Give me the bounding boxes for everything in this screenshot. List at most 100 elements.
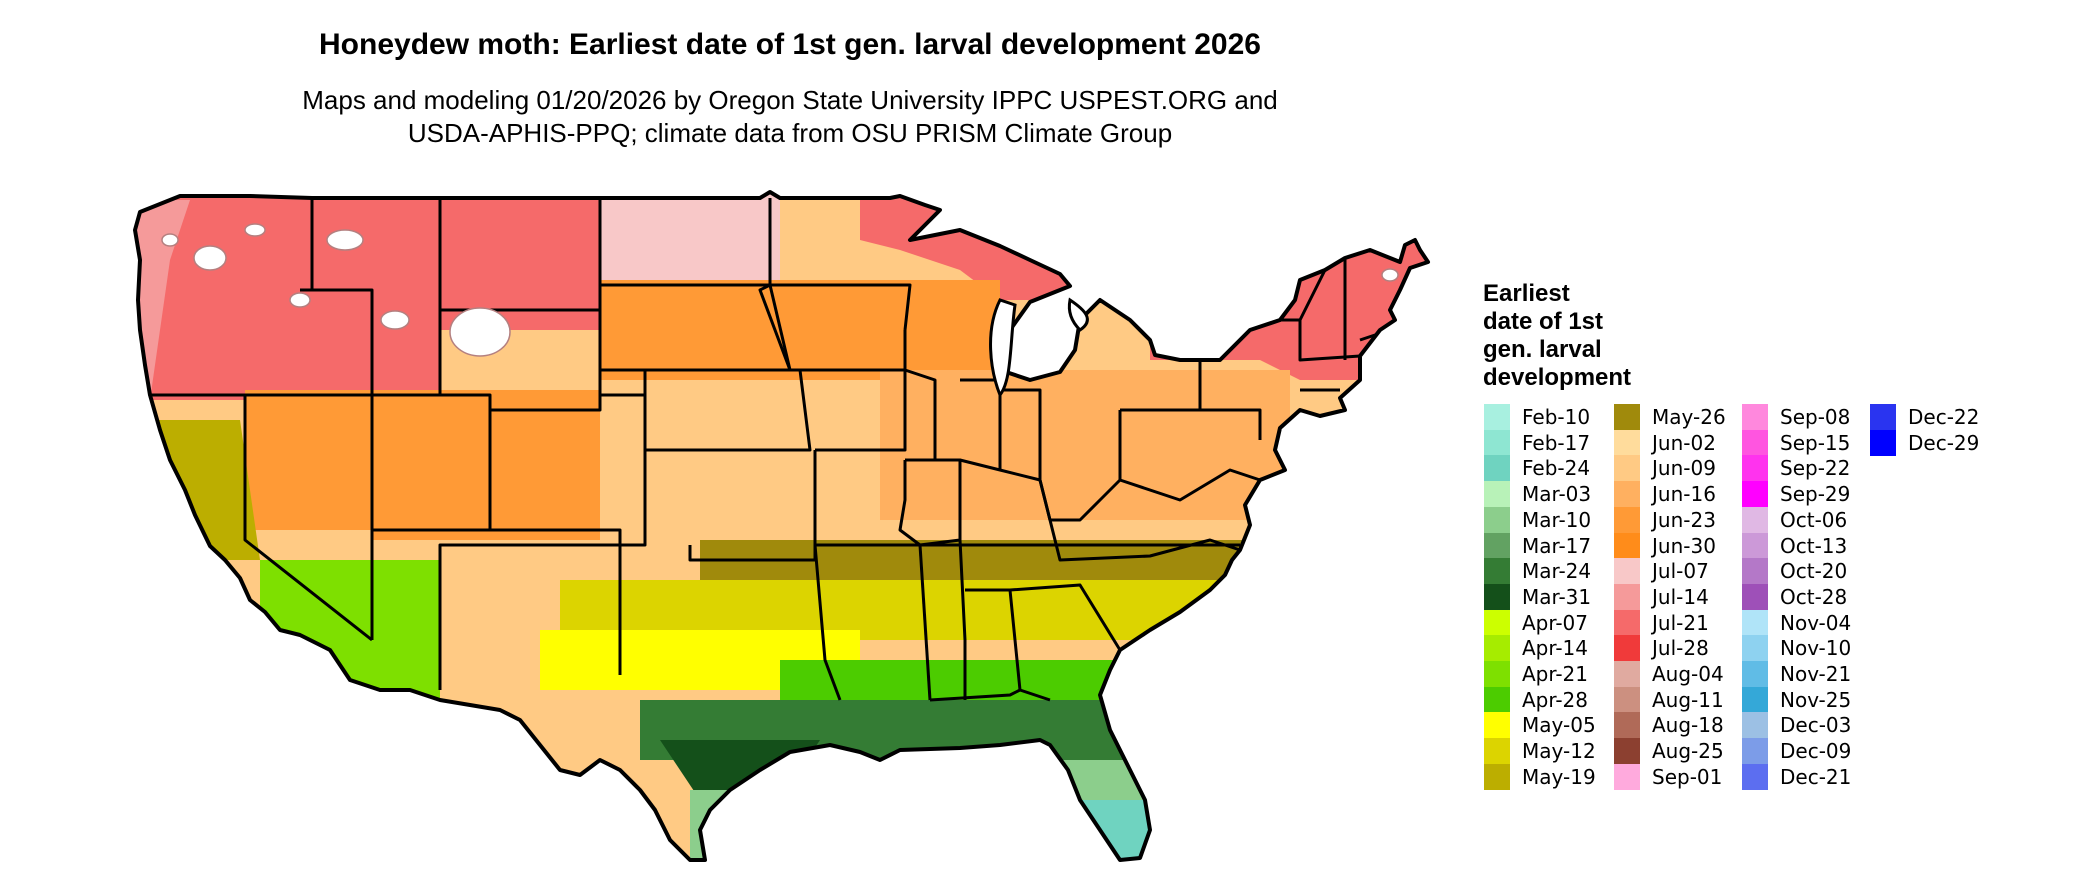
legend-label: Dec-21: [1780, 764, 1852, 789]
legend-swatch: [1484, 481, 1510, 508]
central-plains-north-zone: [600, 280, 1000, 380]
legend-label: May-05: [1522, 713, 1596, 738]
legend-swatch: [1742, 635, 1768, 662]
legend-swatch: [1742, 455, 1768, 482]
legend-swatch: [1614, 455, 1640, 482]
legend-swatch: [1742, 712, 1768, 739]
legend-label: Sep-29: [1780, 482, 1851, 507]
legend-swatch: [1614, 712, 1640, 739]
legend-label: Jul-14: [1652, 584, 1709, 609]
legend-label: Jun-30: [1652, 533, 1716, 558]
legend-label: Dec-29: [1908, 430, 1980, 455]
legend-label: Jun-16: [1652, 482, 1716, 507]
northwest-zone: [135, 192, 600, 400]
legend-swatch: [1614, 686, 1640, 713]
southwest-plateau-zone: [372, 390, 600, 540]
legend-swatch: [1484, 738, 1510, 765]
legend-title-line: gen. larval: [1483, 336, 1602, 363]
legend-label: Dec-09: [1780, 739, 1852, 764]
legend-swatch: [1614, 661, 1640, 687]
legend-label: Apr-21: [1522, 662, 1588, 686]
legend-swatch: [1484, 635, 1510, 662]
legend-swatch: [1614, 609, 1640, 636]
legend-label: Mar-03: [1522, 482, 1592, 507]
legend-swatch: [1742, 738, 1768, 765]
midwest-zone: [880, 370, 1290, 520]
legend-title: Earliest date of 1st gen. larval develop…: [1483, 280, 1743, 392]
legend-label: Mar-31: [1522, 584, 1592, 609]
legend-label: Oct-13: [1780, 533, 1848, 558]
legend-label: Feb-17: [1522, 430, 1591, 455]
legend-swatch: [1870, 429, 1896, 456]
legend-swatch: [1484, 661, 1510, 687]
legend-label: Dec-03: [1780, 713, 1852, 738]
legend-swatch: [1614, 558, 1640, 585]
legend-swatch: [1614, 763, 1640, 790]
legend-label: Jun-23: [1652, 507, 1716, 532]
legend-swatch: [1614, 532, 1640, 559]
legend-swatch: [1870, 404, 1896, 430]
legend-title-line: date of 1st: [1483, 308, 1604, 335]
map-title: Honeydew moth: Earliest date of 1st gen.…: [319, 28, 1261, 61]
legend-swatch: [1742, 763, 1768, 790]
legend-label: Aug-25: [1652, 739, 1724, 764]
legend-swatch: [1484, 686, 1510, 713]
legend-label: Aug-18: [1652, 713, 1724, 738]
legend-swatch: [1484, 532, 1510, 559]
legend-swatch: [1742, 661, 1768, 687]
northern-plains-zone: [600, 192, 780, 290]
legend-label: Mar-10: [1522, 507, 1592, 532]
legend-swatch: [1742, 481, 1768, 508]
legend-label: Oct-06: [1780, 507, 1848, 532]
legend-label: Aug-11: [1652, 687, 1724, 712]
legend-label: Feb-24: [1522, 456, 1591, 481]
legend-label: Dec-22: [1908, 405, 1980, 429]
legend-label: May-12: [1522, 739, 1596, 764]
legend-label: Sep-15: [1780, 430, 1851, 455]
legend-label: Jul-07: [1652, 559, 1709, 584]
legend-swatch: [1484, 763, 1510, 790]
legend-label: Apr-07: [1522, 610, 1588, 635]
legend-swatch: [1484, 712, 1510, 739]
legend-swatch: [1614, 738, 1640, 765]
southern-belt-zone: [560, 580, 1270, 640]
legend-label: Jun-02: [1652, 430, 1716, 455]
legend-swatch: [1614, 506, 1640, 533]
pacific-coast-zone: [135, 200, 190, 400]
legend-label: May-26: [1652, 405, 1726, 429]
legend-label: Sep-22: [1780, 456, 1851, 481]
legend-swatch: [1742, 506, 1768, 533]
subtitle-line-2: USDA-APHIS-PPQ; climate data from OSU PR…: [407, 118, 1173, 148]
map-subtitle: Maps and modeling 01/20/2026 by Oregon S…: [0, 84, 1580, 150]
legend-swatch: [1742, 404, 1768, 430]
legend-swatch: [1484, 583, 1510, 610]
legend-label: Apr-14: [1522, 636, 1588, 661]
legend-label: Nov-04: [1780, 610, 1852, 635]
legend-title-line: Earliest: [1483, 280, 1570, 307]
legend-swatch: [1484, 429, 1510, 456]
legend-label: May-19: [1522, 764, 1596, 789]
california-valley-zone: [150, 420, 260, 560]
legend-swatch: [1484, 609, 1510, 636]
northeast-zone: [1140, 192, 1428, 380]
legend-label: Oct-28: [1780, 584, 1848, 609]
legend-label: Oct-20: [1780, 559, 1848, 584]
legend-swatch: [1484, 558, 1510, 585]
legend-swatch: [1742, 609, 1768, 636]
legend-swatch: [1742, 686, 1768, 713]
legend-swatch: [1742, 558, 1768, 585]
legend-label: Apr-28: [1522, 687, 1588, 712]
legend-label: Sep-08: [1780, 405, 1851, 429]
legend-label: Sep-01: [1652, 764, 1723, 789]
legend-label: Mar-17: [1522, 533, 1592, 558]
legend-swatch: [1614, 583, 1640, 610]
legend-swatch: [1742, 429, 1768, 456]
legend-swatch: [1614, 429, 1640, 456]
legend-title-line: development: [1483, 364, 1632, 391]
mid-south-zone: [700, 540, 1270, 590]
legend-label: Nov-21: [1780, 662, 1852, 686]
great-basin-zone: [245, 390, 372, 530]
legend-label: Jun-09: [1652, 456, 1716, 481]
legend-swatch: [1614, 404, 1640, 430]
